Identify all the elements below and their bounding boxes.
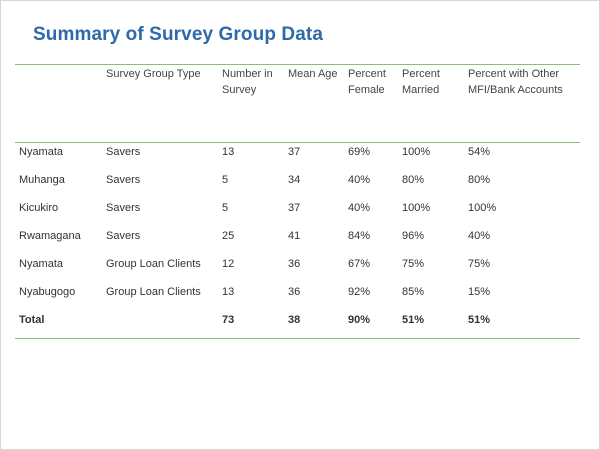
page-title: Summary of Survey Group Data bbox=[33, 24, 323, 45]
table-bottom-rule bbox=[15, 338, 580, 339]
cell-mean-age: 41 bbox=[288, 230, 301, 242]
table-header-rule bbox=[15, 142, 580, 143]
cell-female: 40% bbox=[348, 174, 371, 186]
cell-location: Rwamagana bbox=[19, 230, 81, 242]
cell-mean-age: 37 bbox=[288, 146, 301, 158]
cell-number: 5 bbox=[222, 202, 229, 214]
cell-female: 40% bbox=[348, 202, 371, 214]
cell-number: 12 bbox=[222, 258, 235, 270]
cell-total-number: 73 bbox=[222, 314, 235, 326]
cell-number: 25 bbox=[222, 230, 235, 242]
cell-married: 96% bbox=[402, 230, 425, 242]
cell-number: 13 bbox=[222, 146, 235, 158]
cell-other-accounts: 40% bbox=[468, 230, 491, 242]
cell-female: 67% bbox=[348, 258, 371, 270]
cell-group-type: Group Loan Clients bbox=[106, 286, 201, 298]
table-row: Nyamata Group Loan Clients 12 36 67% 75%… bbox=[15, 254, 580, 274]
cell-other-accounts: 54% bbox=[468, 146, 491, 158]
cell-group-type: Savers bbox=[106, 202, 141, 214]
table-row: Nyabugogo Group Loan Clients 13 36 92% 8… bbox=[15, 282, 580, 302]
cell-other-accounts: 100% bbox=[468, 202, 497, 214]
header-mean-age: Mean Age bbox=[288, 68, 338, 80]
cell-location: Kicukiro bbox=[19, 202, 59, 214]
cell-group-type: Group Loan Clients bbox=[106, 258, 201, 270]
cell-total-label: Total bbox=[19, 314, 45, 326]
cell-other-accounts: 15% bbox=[468, 286, 491, 298]
cell-group-type: Savers bbox=[106, 146, 141, 158]
table-row: Nyamata Savers 13 37 69% 100% 54% bbox=[15, 142, 580, 162]
cell-mean-age: 34 bbox=[288, 174, 301, 186]
cell-mean-age: 37 bbox=[288, 202, 301, 214]
cell-group-type: Savers bbox=[106, 174, 141, 186]
header-percent-female: Percent Female bbox=[348, 68, 386, 96]
cell-total-other-accounts: 51% bbox=[468, 314, 491, 326]
cell-other-accounts: 80% bbox=[468, 174, 491, 186]
header-percent-married: Percent Married bbox=[402, 68, 440, 96]
cell-location: Nyamata bbox=[19, 146, 64, 158]
cell-location: Muhanga bbox=[19, 174, 65, 186]
cell-location: Nyamata bbox=[19, 258, 64, 270]
cell-other-accounts: 75% bbox=[468, 258, 491, 270]
cell-married: 100% bbox=[402, 202, 431, 214]
header-group-type: Survey Group Type bbox=[106, 68, 201, 80]
cell-female: 69% bbox=[348, 146, 371, 158]
cell-mean-age: 36 bbox=[288, 258, 301, 270]
cell-total-mean-age: 38 bbox=[288, 314, 301, 326]
table-row: Muhanga Savers 5 34 40% 80% 80% bbox=[15, 170, 580, 190]
cell-female: 92% bbox=[348, 286, 371, 298]
cell-married: 85% bbox=[402, 286, 425, 298]
table-top-rule bbox=[15, 64, 580, 65]
header-percent-other-accounts: Percent with Other MFI/Bank Accounts bbox=[468, 68, 563, 96]
cell-total-married: 51% bbox=[402, 314, 425, 326]
header-number-in-survey: Number in Survey bbox=[222, 68, 273, 96]
cell-number: 5 bbox=[222, 174, 229, 186]
cell-female: 84% bbox=[348, 230, 371, 242]
cell-mean-age: 36 bbox=[288, 286, 301, 298]
cell-location: Nyabugogo bbox=[19, 286, 76, 298]
cell-married: 80% bbox=[402, 174, 425, 186]
table-total-row: Total 73 38 90% 51% 51% bbox=[15, 310, 580, 330]
cell-married: 100% bbox=[402, 146, 431, 158]
cell-total-female: 90% bbox=[348, 314, 371, 326]
table-row: Rwamagana Savers 25 41 84% 96% 40% bbox=[15, 226, 580, 246]
table-row: Kicukiro Savers 5 37 40% 100% 100% bbox=[15, 198, 580, 218]
cell-group-type: Savers bbox=[106, 230, 141, 242]
cell-number: 13 bbox=[222, 286, 235, 298]
cell-married: 75% bbox=[402, 258, 425, 270]
